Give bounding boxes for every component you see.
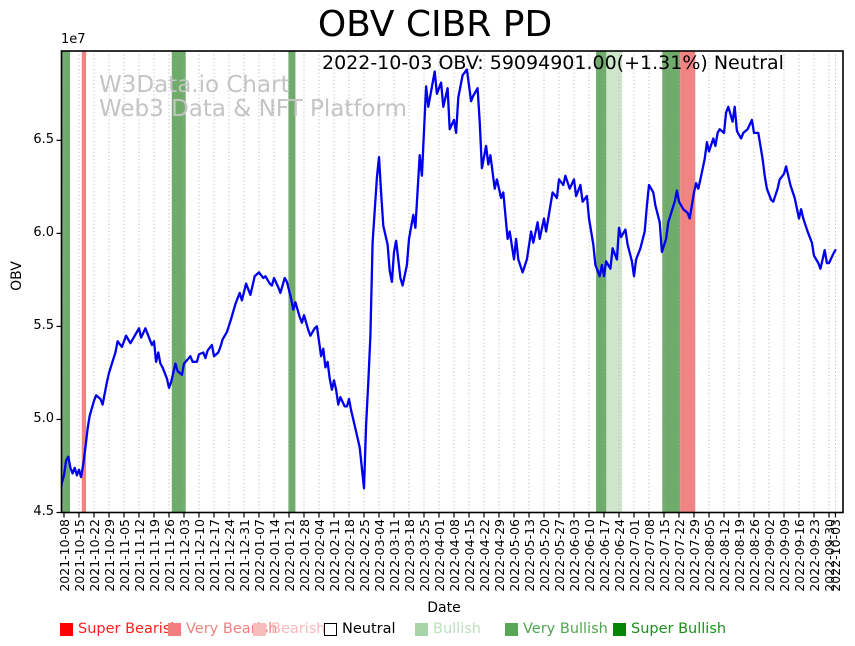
x-tick-label: 2022-02-18 (341, 519, 357, 592)
y-tick-label: 5.0 (33, 410, 54, 426)
signal-band-very_bullish (596, 51, 607, 513)
watermark-line2: Web3 Data & NFT Platform (99, 96, 407, 122)
x-tick-label: 2022-03-25 (416, 519, 432, 592)
x-tick-label: 2021-11-26 (161, 519, 177, 592)
x-tick-label: 2022-08-12 (716, 519, 732, 592)
x-tick-label: 2021-10-22 (86, 519, 102, 592)
x-tick-label: 2022-01-14 (266, 519, 282, 592)
x-tick-label: 2022-08-05 (701, 519, 717, 592)
x-tick-label: 2022-04-29 (491, 519, 507, 592)
y-axis-label: OBV (9, 261, 25, 291)
x-tick-label: 2022-08-26 (746, 519, 762, 592)
signal-band-very_bullish (288, 51, 296, 513)
x-axis-label: Date (427, 600, 461, 616)
chart-title: OBV CIBR PD (317, 4, 553, 45)
watermark-line1: W3Data.io Chart (99, 72, 290, 98)
signal-band-very_bearish (81, 51, 87, 513)
x-tick-label: 2022-06-24 (611, 519, 627, 592)
x-tick-label: 2022-05-06 (506, 519, 522, 592)
x-tick-label: 2021-12-03 (176, 519, 192, 592)
x-tick-label: 2022-07-29 (686, 519, 702, 592)
x-tick-label: 2022-03-04 (371, 519, 387, 592)
x-tick-label: 2022-09-23 (806, 519, 822, 592)
x-tick-label: 2021-10-29 (101, 519, 117, 592)
y-tick-label: 5.5 (33, 317, 54, 333)
x-tick-label: 2022-09-09 (776, 519, 792, 592)
x-tick-label: 2021-12-24 (221, 519, 237, 592)
x-tick-label: 2022-02-25 (356, 519, 372, 592)
x-tick-label: 2022-04-08 (446, 519, 462, 592)
x-tick-label: 2022-04-15 (461, 519, 477, 592)
x-tick-label: 2021-12-31 (236, 519, 252, 592)
x-tick-label: 2022-09-02 (761, 519, 777, 592)
x-tick-label: 2022-08-19 (731, 519, 747, 592)
x-tick-label: 2022-01-21 (281, 519, 297, 592)
y-tick-label: 6.5 (33, 131, 54, 147)
x-tick-label: 2022-04-01 (431, 519, 447, 592)
x-tick-label: 2022-07-01 (626, 519, 642, 592)
x-tick-label: 2022-10-03 (827, 519, 843, 592)
y-tick-label: 4.5 (33, 504, 54, 519)
x-tick-label: 2021-11-12 (131, 519, 147, 592)
x-tick-label: 2022-03-18 (401, 519, 417, 592)
x-tick-label: 2022-05-13 (521, 519, 537, 592)
x-tick-label: 2021-11-05 (116, 519, 132, 592)
obv-line (61, 68, 837, 490)
x-tick-label: 2022-01-28 (296, 519, 312, 592)
x-tick-label: 2022-01-07 (251, 519, 267, 592)
signal-band-very_bullish (171, 51, 186, 513)
y-tick-label: 6.0 (33, 224, 54, 240)
x-tick-label: 2021-10-08 (56, 519, 72, 592)
plot-border (60, 50, 844, 514)
x-tick-label: 2021-10-15 (71, 519, 87, 592)
x-tick-label: 2022-02-11 (326, 519, 342, 592)
y-axis-offset-label: 1e7 (61, 32, 86, 47)
x-tick-label: 2022-05-27 (551, 519, 567, 592)
x-tick-label: 2022-07-08 (641, 519, 657, 592)
x-tick-label: 2022-03-11 (386, 519, 402, 592)
x-tick-label: 2022-02-04 (311, 519, 327, 592)
x-tick-label: 2022-07-22 (671, 519, 687, 592)
x-tick-label: 2022-06-10 (581, 519, 597, 592)
x-tick-label: 2021-12-10 (191, 519, 207, 592)
x-tick-label: 2022-05-20 (536, 519, 552, 592)
x-tick-label: 2022-06-17 (596, 519, 612, 592)
chart-subtitle: 2022-10-03 OBV: 59094901.00(+1.31%) Neut… (322, 52, 784, 74)
signal-band-very_bullish (662, 51, 681, 513)
x-tick-label: 2021-11-19 (146, 519, 162, 592)
signal-band-bullish (606, 51, 623, 513)
x-tick-label: 2022-09-16 (791, 519, 807, 592)
x-tick-label: 2022-07-15 (656, 519, 672, 592)
x-tick-label: 2021-12-17 (206, 519, 222, 592)
x-tick-label: 2022-04-22 (476, 519, 492, 592)
signal-band-very_bullish (61, 51, 70, 513)
x-tick-label: 2022-06-03 (566, 519, 582, 592)
signal-band-very_bearish (680, 51, 696, 513)
